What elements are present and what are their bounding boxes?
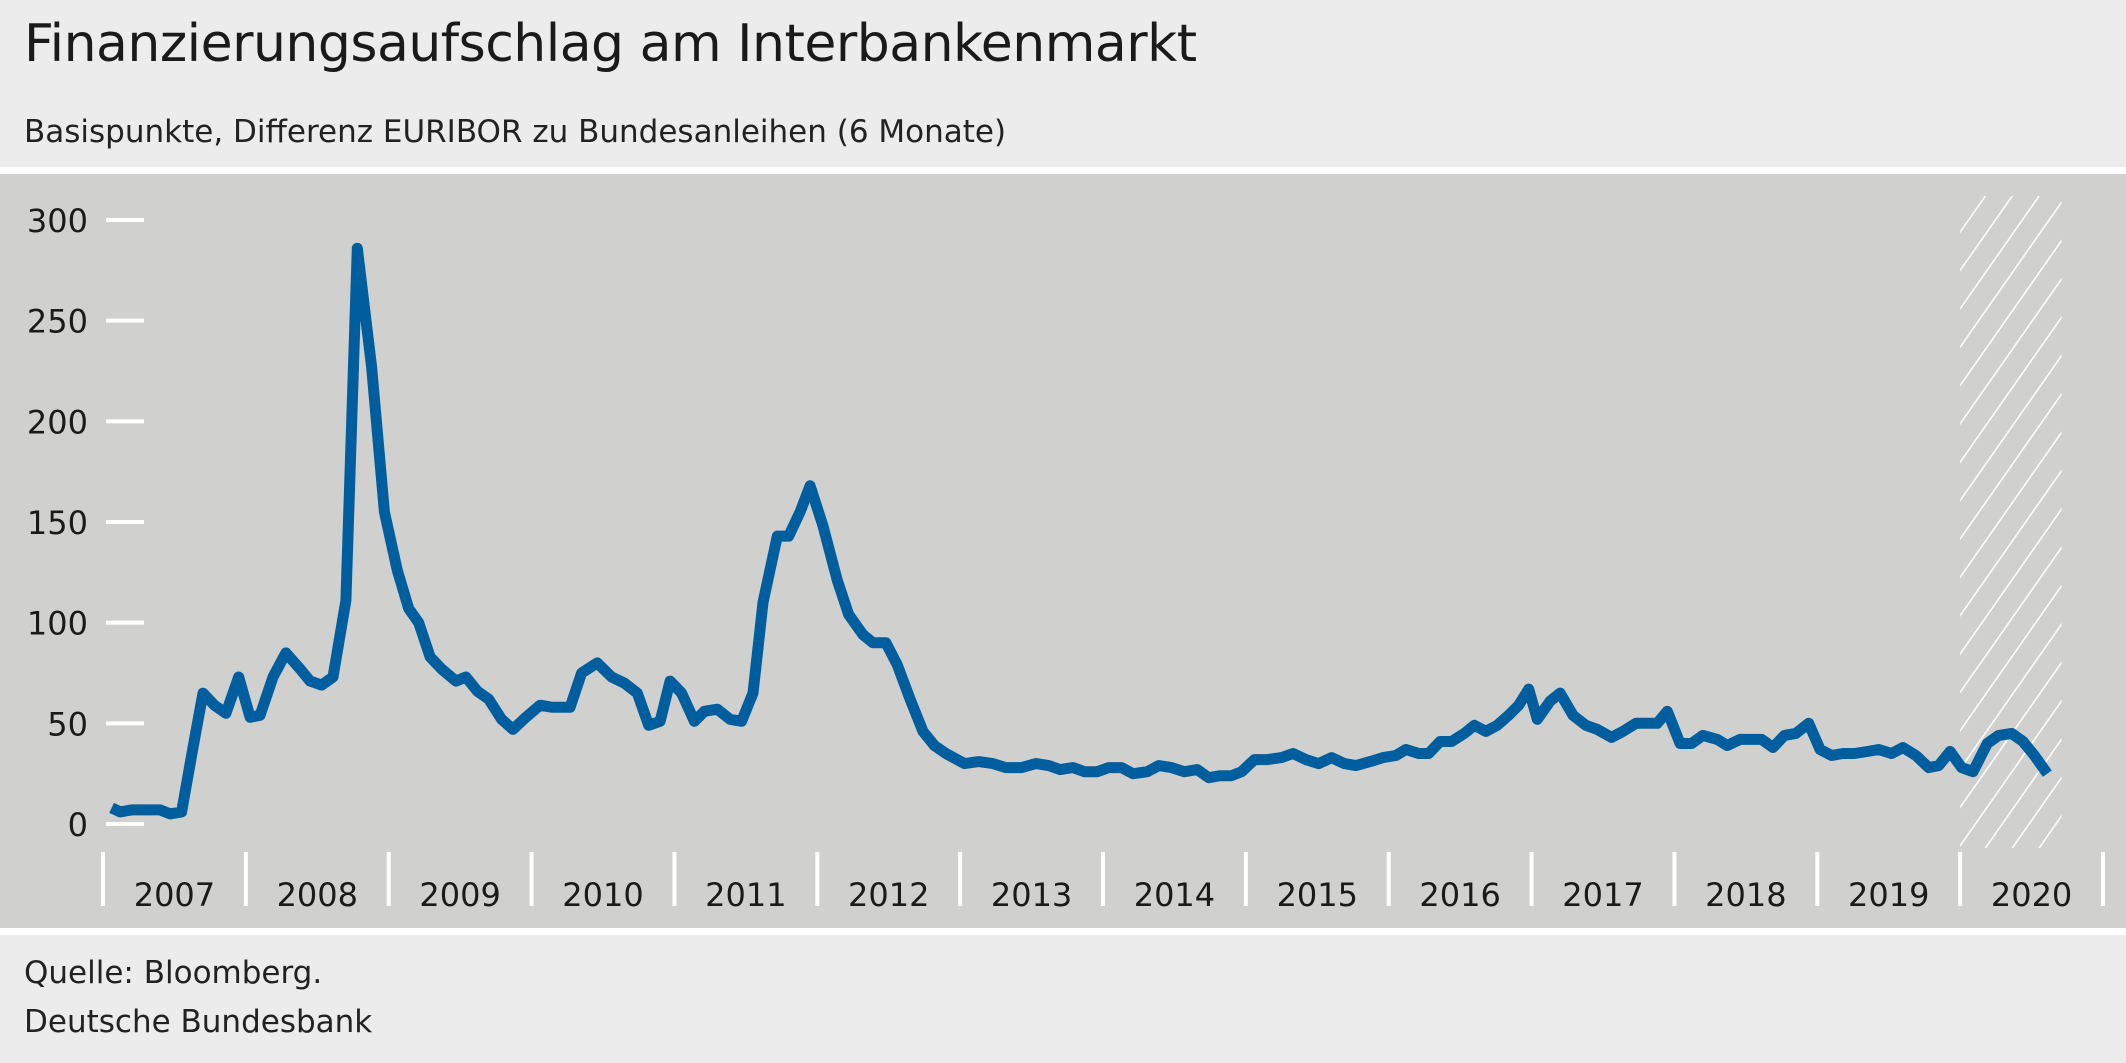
x-tick-label: 2012 bbox=[848, 876, 929, 914]
y-tick-label: 200 bbox=[27, 403, 88, 441]
y-tick-label: 100 bbox=[27, 605, 88, 643]
x-tick-label: 2019 bbox=[1848, 876, 1929, 914]
x-tick-label: 2009 bbox=[419, 876, 500, 914]
forecast-hatched-region bbox=[1960, 196, 2062, 848]
publisher-note: Deutsche Bundesbank bbox=[24, 1004, 373, 1040]
top-divider bbox=[0, 167, 2126, 174]
y-tick-label: 150 bbox=[27, 504, 88, 542]
chart-title: Finanzierungsaufschlag am Interbankenmar… bbox=[24, 14, 1197, 74]
chart-subtitle: Basispunkte, Differenz EURIBOR zu Bundes… bbox=[24, 114, 1007, 150]
x-tick-label: 2014 bbox=[1134, 876, 1215, 914]
x-tick-label: 2011 bbox=[705, 876, 786, 914]
x-tick-label: 2017 bbox=[1562, 876, 1643, 914]
y-tick-label: 250 bbox=[27, 303, 88, 341]
plot-area bbox=[0, 174, 2126, 928]
x-tick-label: 2015 bbox=[1277, 876, 1358, 914]
y-tick-label: 50 bbox=[47, 705, 88, 743]
x-tick-label: 2007 bbox=[134, 876, 215, 914]
y-tick-label: 0 bbox=[68, 806, 88, 844]
bottom-divider bbox=[0, 928, 2126, 935]
x-tick-label: 2016 bbox=[1419, 876, 1500, 914]
x-tick-label: 2008 bbox=[277, 876, 358, 914]
x-tick-label: 2010 bbox=[562, 876, 643, 914]
source-note: Quelle: Bloomberg. bbox=[24, 955, 323, 991]
x-tick-label: 2020 bbox=[1991, 876, 2072, 914]
y-tick-label: 300 bbox=[27, 202, 88, 240]
x-tick-label: 2018 bbox=[1705, 876, 1786, 914]
series-line bbox=[109, 242, 2052, 820]
x-tick-label: 2013 bbox=[991, 876, 1072, 914]
